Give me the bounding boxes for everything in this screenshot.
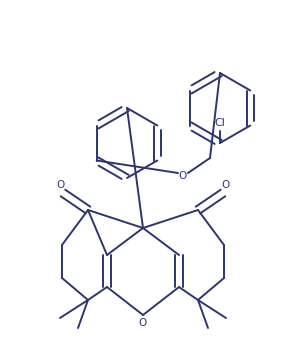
Text: O: O <box>179 171 187 181</box>
Text: O: O <box>139 318 147 328</box>
Text: O: O <box>222 180 230 190</box>
Text: O: O <box>56 180 64 190</box>
Text: Cl: Cl <box>215 118 225 128</box>
